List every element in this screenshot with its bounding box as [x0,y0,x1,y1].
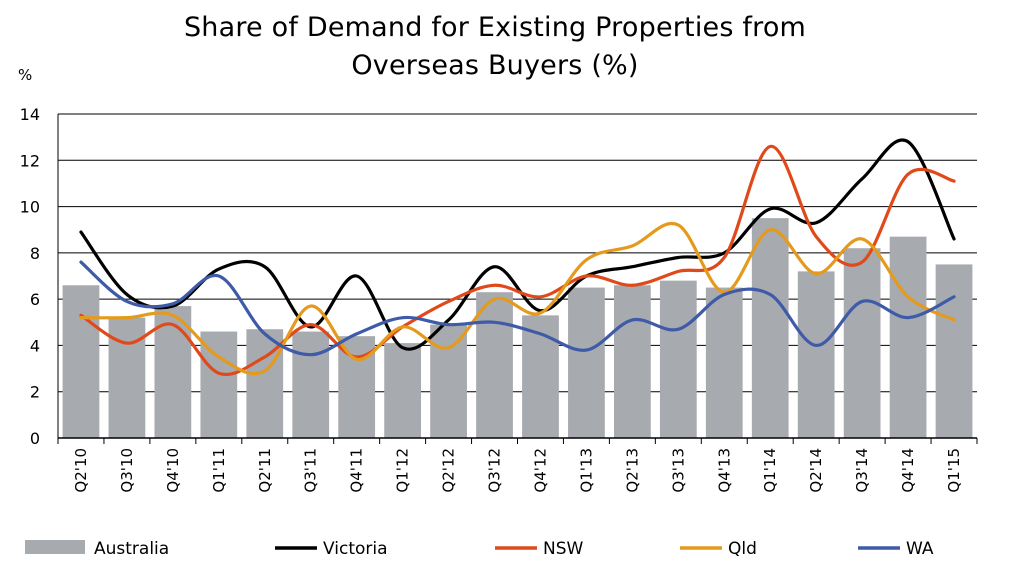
chart-title-line-2: Overseas Buyers (%) [351,50,639,81]
series-line-nsw [79,144,956,376]
bar-australia [522,315,559,438]
bar-australia [613,285,651,438]
y-tick-label: 2 [30,383,40,402]
series-line-qld [79,221,956,376]
y-tick-label: 8 [30,244,40,263]
x-tick-label: Q2'10 [72,448,90,493]
x-tick-label: Q1'13 [577,448,595,493]
bar-australia [843,248,881,438]
legend-swatch-australia [25,540,85,554]
bar-australia [797,271,835,438]
bar-australia [935,264,973,438]
x-tick-label: Q2'14 [807,448,825,493]
y-tick-label: 0 [30,429,40,448]
x-tick-label: Q1'11 [210,448,228,493]
x-tick-label: Q1'15 [945,448,963,493]
x-tick-label: Q3'12 [486,448,504,493]
y-tick-label: 6 [30,290,40,309]
bar-australia [200,331,238,438]
x-tick-label: Q3'14 [853,448,871,493]
bar-australia [889,236,927,438]
x-tick-label: Q2'12 [440,448,458,493]
x-tick-label: Q4'14 [899,448,917,493]
y-tick-label: 4 [30,336,40,355]
bar-australia [705,287,743,438]
bar-australia [62,285,100,438]
chart-title-line-1: Share of Demand for Existing Properties … [183,12,807,43]
x-tick-label: Q3'11 [302,448,320,493]
x-tick-label: Q3'13 [669,448,687,493]
y-axis-unit-label: % [18,66,33,84]
x-tick-label: Q1'14 [761,448,779,493]
x-tick-label: Q2'11 [256,448,274,493]
x-tick-label: Q4'13 [715,448,733,493]
x-tick-label: Q3'10 [118,448,136,493]
legend-label-wa: WA [906,539,934,559]
y-tick-label: 14 [20,105,40,124]
bar-australia [292,331,330,438]
bar-australia [568,287,605,438]
y-tick-label: 12 [20,151,40,170]
series-line-wa [79,260,956,357]
y-tick-label: 10 [20,198,40,217]
x-tick-label: Q2'13 [623,448,641,493]
bar-australia [430,324,467,438]
legend-label-nsw: NSW [543,539,584,559]
bar-australia [108,317,146,438]
bar-australia [384,343,422,438]
x-tick-label: Q4'10 [164,448,182,493]
x-tick-label: Q4'12 [531,448,549,493]
series-line-victoria [79,138,956,351]
legend-label-victoria: Victoria [323,539,388,559]
bar-australia [751,218,789,438]
x-tick-label: Q4'11 [348,448,366,493]
bar-australia [476,292,513,438]
legend-label-australia: Australia [94,539,169,559]
x-tick-label: Q1'12 [394,448,412,493]
legend-label-qld: Qld [728,539,757,559]
bar-australia [154,306,192,438]
bar-australia [659,280,697,438]
